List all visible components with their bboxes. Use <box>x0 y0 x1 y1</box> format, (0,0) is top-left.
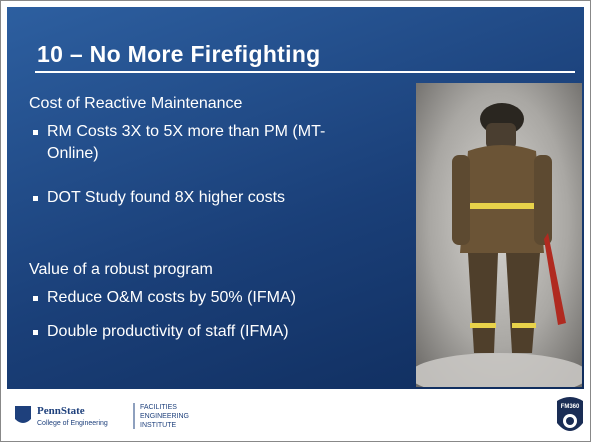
badge-text: FM360 <box>561 404 580 410</box>
institute-line: INSTITUTE <box>140 422 176 429</box>
footer-logo: PennState College of Engineering FACILIT… <box>9 399 217 433</box>
slide-title: 10 – No More Firefighting <box>37 41 321 67</box>
institute-line: ENGINEERING <box>140 413 189 420</box>
bullet: Double productivity of staff (IFMA) <box>29 321 399 343</box>
bullet: DOT Study found 8X higher costs <box>29 187 399 209</box>
bullet: Reduce O&M costs by 50% (IFMA) <box>29 287 399 309</box>
bullet: RM Costs 3X to 5X more than PM (MT-Onlin… <box>29 121 349 165</box>
firefighter-photo <box>416 83 582 387</box>
section-heading: Value of a robust program <box>29 261 213 278</box>
section-heading: Cost of Reactive Maintenance <box>29 95 243 112</box>
university-name: PennState <box>37 405 85 417</box>
institute-line: FACILITIES <box>140 404 177 411</box>
title-underline <box>35 71 575 73</box>
fm360-badge: FM360 <box>557 397 583 431</box>
college-name: College of Engineering <box>37 420 108 427</box>
